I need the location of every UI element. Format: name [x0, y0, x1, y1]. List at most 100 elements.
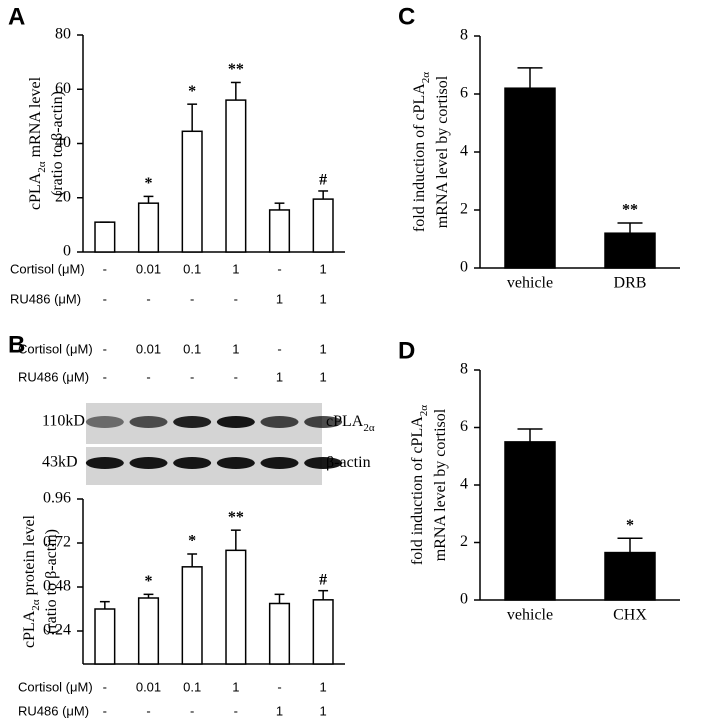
y-axis-label: mRNA level by cortisol — [434, 75, 451, 228]
y-axis-label-part: (ratio to β-actin) — [43, 529, 60, 634]
condition-label: RU486 (μM) — [10, 291, 81, 306]
condition-label: RU486 (μM) — [18, 703, 89, 718]
blot-band — [85, 457, 124, 469]
panel-label: A — [8, 3, 25, 30]
condition-label: Cortisol (μM) — [18, 679, 93, 694]
y-axis-label: fold induction of cPLA2α — [409, 405, 430, 565]
blot-band — [85, 416, 124, 428]
condition-value: 0.01 — [136, 341, 161, 356]
blot — [86, 403, 322, 485]
significance-label: # — [319, 571, 327, 588]
blot-band — [129, 416, 168, 428]
significance-label: * — [145, 573, 153, 590]
condition-value: 1 — [276, 369, 283, 384]
condition-value: 0.01 — [136, 261, 161, 276]
condition-value: 1 — [320, 679, 327, 694]
condition-value: 1 — [276, 703, 283, 718]
y-axis-label-part: 2α — [36, 161, 48, 173]
blot-band — [304, 416, 343, 428]
y-axis-label: (ratio to β-actin) — [43, 529, 60, 634]
x-tick-label: DRB — [614, 275, 647, 292]
condition-value: - — [103, 703, 107, 718]
y-axis-label: mRNA level by cortisol — [432, 408, 449, 561]
blot-band — [216, 457, 255, 469]
y-tick-label: 20 — [55, 188, 71, 205]
y-axis-label: cPLA2α protein level — [21, 514, 42, 648]
panel-label: D — [398, 337, 415, 364]
y-axis-label-part: (ratio to β-actin) — [49, 91, 66, 196]
condition-value: - — [103, 341, 107, 356]
condition-value: - — [277, 341, 281, 356]
y-tick-label: 0.72 — [43, 534, 71, 551]
significance-label: ** — [228, 509, 244, 526]
x-tick-label: vehicle — [507, 275, 553, 292]
condition-value: - — [103, 679, 107, 694]
condition-value: - — [103, 369, 107, 384]
significance-label: * — [188, 83, 196, 100]
y-axis-label-part: 2α — [30, 599, 42, 611]
significance-label: * — [145, 175, 153, 192]
significance-label: ** — [228, 61, 244, 78]
panel-label: C — [398, 3, 415, 30]
blot-band — [216, 416, 255, 428]
condition-value: - — [190, 369, 194, 384]
y-tick-label: 8 — [460, 27, 468, 44]
y-axis-label-part: 2α — [418, 405, 430, 417]
condition-value: - — [146, 369, 150, 384]
y-axis-label-part: fold induction of cPLA — [411, 83, 428, 232]
condition-value: - — [190, 703, 194, 718]
condition-label: Cortisol (μM) — [10, 261, 85, 276]
y-axis-label-part: cPLA — [27, 172, 44, 210]
blot-protein-label-part: 2α — [363, 422, 375, 434]
bar — [312, 599, 334, 665]
y-tick-label: 0 — [460, 259, 468, 276]
condition-value: 0.1 — [183, 261, 201, 276]
bar — [504, 87, 556, 269]
y-tick-label: 0.48 — [43, 578, 71, 595]
blot-band — [173, 416, 212, 428]
condition-value: - — [234, 703, 238, 718]
bar — [604, 551, 656, 601]
blot-size-label: 43kD — [42, 454, 78, 471]
x-tick-label: CHX — [613, 607, 647, 624]
y-axis-label: (ratio to β-actin) — [49, 91, 66, 196]
y-axis-label: fold induction of cPLA2α — [411, 72, 432, 232]
condition-value: - — [146, 703, 150, 718]
y-tick-label: 60 — [55, 80, 71, 97]
condition-value: 1 — [320, 369, 327, 384]
y-tick-label: 80 — [55, 26, 71, 43]
y-tick-label: 8 — [460, 361, 468, 378]
blot-gap — [86, 444, 322, 447]
condition-value: - — [103, 291, 107, 306]
condition-value: 1 — [320, 341, 327, 356]
y-tick-label: 0.96 — [43, 490, 71, 507]
condition-label: Cortisol (μM) — [18, 341, 93, 356]
bar — [137, 202, 160, 253]
y-axis-label-part: cPLA — [21, 610, 38, 648]
y-axis-label-part: mRNA level — [27, 76, 44, 161]
significance-label: # — [319, 172, 327, 189]
condition-value: - — [103, 261, 107, 276]
y-axis-label-part: mRNA level by cortisol — [432, 408, 449, 561]
condition-value: 0.1 — [183, 679, 201, 694]
condition-value: 1 — [320, 261, 327, 276]
condition-value: - — [190, 291, 194, 306]
condition-value: 1 — [232, 341, 239, 356]
condition-value: - — [234, 369, 238, 384]
condition-value: 0.01 — [136, 679, 161, 694]
panel-label: B — [8, 331, 25, 358]
bar — [268, 602, 291, 665]
bar — [504, 441, 556, 601]
condition-label: RU486 (μM) — [18, 369, 89, 384]
significance-label: * — [626, 517, 634, 534]
condition-value: - — [277, 261, 281, 276]
bar — [225, 99, 247, 253]
bar — [94, 608, 116, 665]
bar — [268, 209, 291, 253]
condition-value: - — [146, 291, 150, 306]
blot-band — [260, 416, 299, 428]
y-tick-label: 2 — [460, 533, 468, 550]
y-tick-label: 40 — [55, 134, 71, 151]
condition-value: 0.1 — [183, 341, 201, 356]
